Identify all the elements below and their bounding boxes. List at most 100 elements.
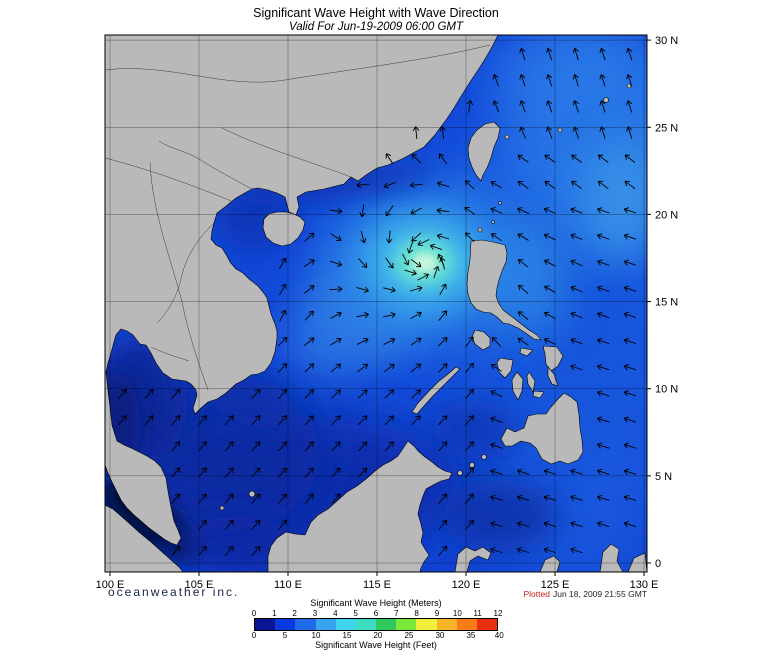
colorbar-segment: [476, 619, 498, 630]
asia-mainland: [105, 35, 499, 546]
colorbar-segment: [436, 619, 457, 630]
lon-label: 120 E: [452, 579, 481, 591]
border: [150, 346, 190, 362]
natuna-island: [248, 490, 256, 498]
hainan: [262, 211, 306, 247]
wave-direction-arrows: [117, 47, 637, 557]
meters-tick: 8: [414, 609, 419, 618]
meters-tick: 1: [272, 609, 277, 618]
colorbar-segment: [376, 619, 397, 630]
meters-tick: 4: [333, 609, 338, 618]
colorbar-segment: [315, 619, 336, 630]
lat-label: 5 N: [655, 471, 672, 483]
colorbar-segment: [335, 619, 356, 630]
meters-tick: 0: [251, 609, 257, 618]
bohol: [532, 390, 545, 399]
lat-label: 20 N: [655, 209, 678, 221]
meters-tick: 2: [292, 609, 297, 618]
river: [105, 44, 491, 83]
feet-tick: 10: [311, 631, 321, 640]
sulu-island: [481, 454, 487, 460]
samar: [542, 345, 564, 372]
feet-tick: 30: [435, 631, 445, 640]
land-layer: [105, 35, 647, 572]
lat-label: 15 N: [655, 297, 678, 309]
colorbar-segment: [355, 619, 377, 630]
colorbar-segment: [396, 619, 417, 630]
ryukyu-island: [557, 127, 563, 133]
feet-tick: 15: [342, 631, 352, 640]
sulu-island: [469, 462, 475, 468]
lon-label: 130 E: [630, 579, 659, 591]
lon-label: 100 E: [96, 579, 125, 591]
rivers-borders-layer: [105, 44, 491, 391]
meters-tick: 7: [394, 609, 399, 618]
plot-title: Significant Wave Height with Wave Direct…: [253, 6, 499, 20]
lat-label: 0: [655, 558, 661, 570]
lon-label: 115 E: [363, 579, 391, 591]
anambas-island: [219, 505, 225, 511]
halmahera: [599, 543, 624, 572]
taiwan: [467, 121, 501, 182]
meters-tick: 5: [353, 609, 358, 618]
legend-colorbar: [254, 618, 498, 631]
corner-island: [627, 552, 647, 572]
sumatra: [105, 504, 184, 572]
colorbar-segment: [255, 619, 276, 630]
masbate: [519, 347, 534, 357]
batanes-island: [498, 201, 502, 205]
grid-layer: [105, 35, 647, 572]
babuyan-island: [477, 227, 483, 233]
meters-tick: 12: [493, 609, 503, 618]
colorbar-segment: [456, 619, 477, 630]
ryukyu-island: [603, 97, 609, 103]
legend-meters-ticks: 0 1 2 3 4 5 6 7 8 9 10 11 12: [251, 609, 503, 618]
palawan: [411, 366, 461, 415]
panay: [496, 357, 514, 379]
plot-subtitle: Valid For Jun-19-2009 06:00 GMT: [288, 21, 464, 33]
meters-tick: 3: [312, 609, 318, 618]
feet-tick: 20: [373, 631, 383, 640]
map-frame: [104, 34, 648, 573]
lat-label: 30 N: [655, 35, 678, 47]
plotted-date: Jun 18, 2009 21:55 GMT: [552, 589, 647, 599]
sulu-island: [457, 470, 463, 476]
ryukyu-island: [626, 83, 632, 89]
sulawesi: [454, 546, 492, 572]
legend-feet-title: Significant Wave Height (Feet): [315, 640, 437, 650]
oceanweather-logo: oceanweather inc.: [108, 585, 240, 599]
plotted-label: Plotted: [523, 589, 550, 599]
river: [105, 157, 232, 202]
cebu: [526, 371, 536, 393]
river: [149, 161, 209, 391]
luzon: [466, 239, 542, 341]
colorbar-segment: [275, 619, 296, 630]
lon-label: 105 E: [185, 579, 214, 591]
negros: [511, 371, 524, 401]
lat-label: 10 N: [655, 384, 678, 396]
meters-tick: 6: [373, 609, 379, 618]
plotted-timestamp: Plotted Jun 18, 2009 21:55 GMT: [380, 589, 648, 599]
ryukyu-island: [504, 134, 510, 140]
colorbar-segment: [295, 619, 316, 630]
feet-tick: 0: [251, 631, 257, 640]
feet-tick: 25: [404, 631, 414, 640]
feet-tick: 35: [466, 631, 476, 640]
meters-tick: 9: [434, 609, 440, 618]
feet-tick: 40: [494, 631, 504, 640]
lat-label: 25 N: [655, 122, 678, 134]
legend-meters-title: Significant Wave Height (Meters): [310, 598, 442, 608]
border: [156, 222, 215, 324]
legend-feet-ticks: 0 5 10 15 20 25 30 35 40: [251, 631, 504, 640]
babuyan-island: [491, 220, 495, 224]
feet-tick: 5: [282, 631, 288, 640]
mindanao: [500, 392, 584, 465]
colorbar-segment: [416, 619, 437, 630]
river: [221, 127, 352, 178]
borneo: [267, 440, 453, 572]
lon-label: 125 E: [541, 579, 570, 591]
meters-tick: 10: [452, 609, 462, 618]
